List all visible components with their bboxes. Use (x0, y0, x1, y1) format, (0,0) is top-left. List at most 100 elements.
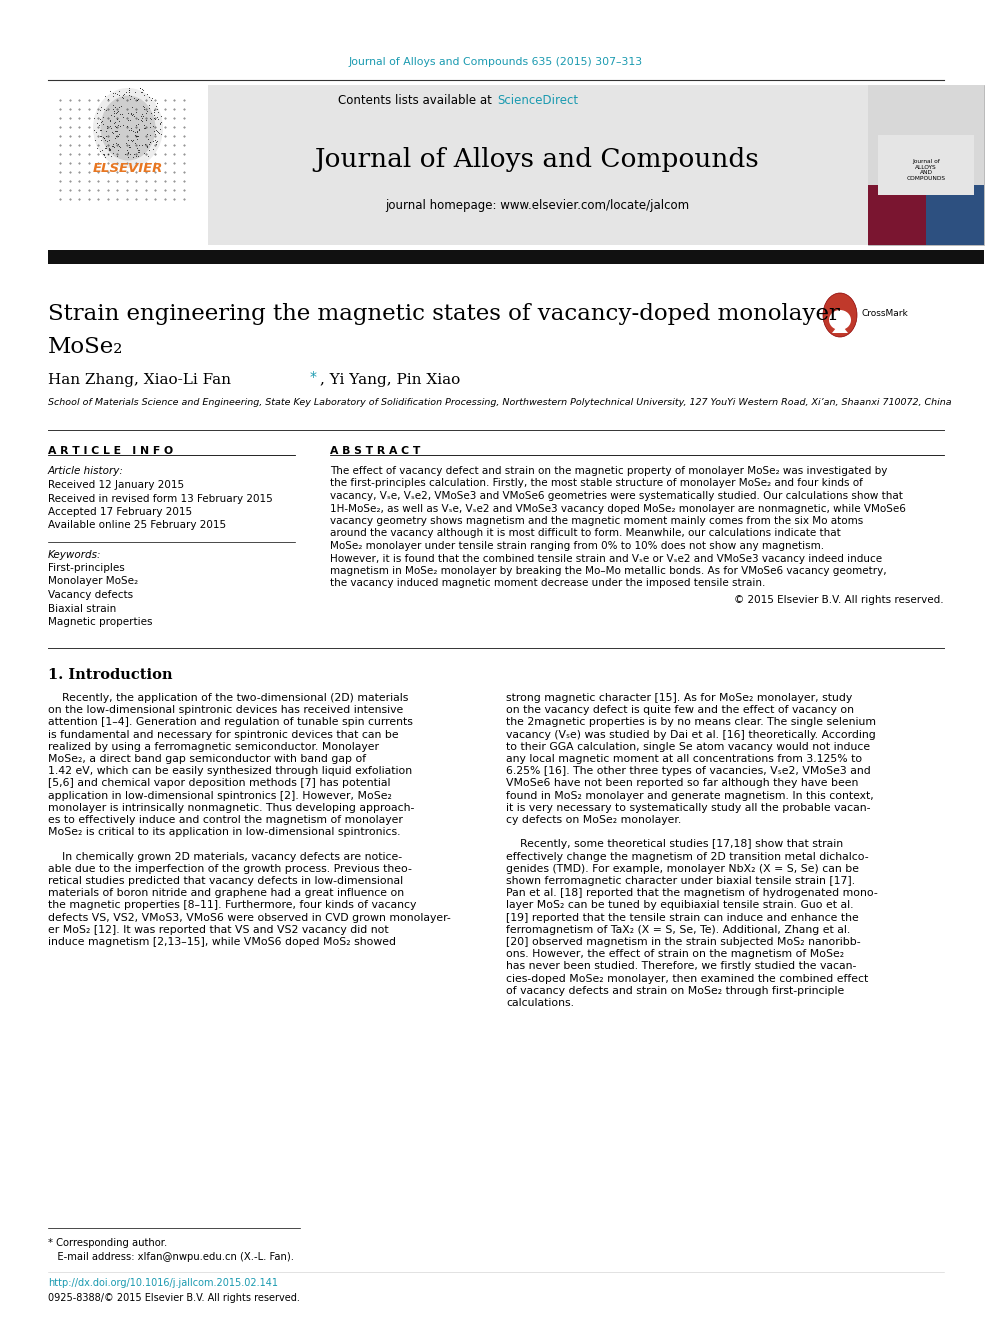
Text: cies-doped MoSe₂ monolayer, then examined the combined effect: cies-doped MoSe₂ monolayer, then examine… (506, 974, 868, 983)
Text: Biaxial strain: Biaxial strain (48, 603, 116, 614)
Text: es to effectively induce and control the magnetism of monolayer: es to effectively induce and control the… (48, 815, 403, 826)
Text: Recently, the application of the two-dimensional (2D) materials: Recently, the application of the two-dim… (48, 693, 409, 703)
Text: * Corresponding author.: * Corresponding author. (48, 1238, 168, 1248)
Text: Magnetic properties: Magnetic properties (48, 617, 153, 627)
Text: it is very necessary to systematically study all the probable vacan-: it is very necessary to systematically s… (506, 803, 871, 812)
Text: MoSe₂: MoSe₂ (48, 336, 123, 359)
Text: Journal of Alloys and Compounds: Journal of Alloys and Compounds (314, 147, 759, 172)
Text: Article history:: Article history: (48, 466, 124, 476)
Text: ferromagnetism of TaX₂ (X = S, Se, Te). Additional, Zhang et al.: ferromagnetism of TaX₂ (X = S, Se, Te). … (506, 925, 850, 935)
Text: the 2magnetic properties is by no means clear. The single selenium: the 2magnetic properties is by no means … (506, 717, 876, 728)
Polygon shape (832, 323, 848, 333)
Text: genides (TMD). For example, monolayer NbX₂ (X = S, Se) can be: genides (TMD). For example, monolayer Nb… (506, 864, 859, 873)
Text: materials of boron nitride and graphene had a great influence on: materials of boron nitride and graphene … (48, 888, 404, 898)
Text: Han Zhang, Xiao-Li Fan: Han Zhang, Xiao-Li Fan (48, 373, 231, 388)
Text: attention [1–4]. Generation and regulation of tunable spin currents: attention [1–4]. Generation and regulati… (48, 717, 413, 728)
Text: the magnetic properties [8–11]. Furthermore, four kinds of vacancy: the magnetic properties [8–11]. Furtherm… (48, 901, 417, 910)
Text: 6.25% [16]. The other three types of vacancies, Vₛe2, VMoSe3 and: 6.25% [16]. The other three types of vac… (506, 766, 871, 777)
Text: journal homepage: www.elsevier.com/locate/jalcom: journal homepage: www.elsevier.com/locat… (385, 198, 689, 212)
Text: induce magnetism [2,13–15], while VMoS6 doped MoS₂ showed: induce magnetism [2,13–15], while VMoS6 … (48, 937, 396, 947)
Text: Journal of Alloys and Compounds 635 (2015) 307–313: Journal of Alloys and Compounds 635 (201… (349, 57, 643, 67)
Text: shown ferromagnetic character under biaxial tensile strain [17].: shown ferromagnetic character under biax… (506, 876, 855, 886)
Text: 1. Introduction: 1. Introduction (48, 668, 173, 681)
Text: 1.42 eV, which can be easily synthesized through liquid exfoliation: 1.42 eV, which can be easily synthesized… (48, 766, 412, 777)
Text: Pan et al. [18] reported that the magnetism of hydrogenated mono-: Pan et al. [18] reported that the magnet… (506, 888, 878, 898)
Text: the vacancy induced magnetic moment decrease under the imposed tensile strain.: the vacancy induced magnetic moment decr… (330, 578, 766, 589)
Text: retical studies predicted that vacancy defects in low-dimensional: retical studies predicted that vacancy d… (48, 876, 403, 886)
Text: [5,6] and chemical vapor deposition methods [7] has potential: [5,6] and chemical vapor deposition meth… (48, 778, 391, 789)
Text: *: * (310, 370, 317, 384)
Text: around the vacancy although it is most difficult to form. Meanwhile, our calcula: around the vacancy although it is most d… (330, 528, 841, 538)
Ellipse shape (823, 292, 857, 337)
Text: vacancy geometry shows magnetism and the magnetic moment mainly comes from the s: vacancy geometry shows magnetism and the… (330, 516, 863, 527)
Ellipse shape (829, 310, 851, 329)
Bar (868, 85, 984, 200)
Text: MoSe₂, a direct band gap semiconductor with band gap of: MoSe₂, a direct band gap semiconductor w… (48, 754, 366, 763)
Text: Received 12 January 2015: Received 12 January 2015 (48, 480, 185, 490)
Text: MoSe₂ monolayer under tensile strain ranging from 0% to 10% does not show any ma: MoSe₂ monolayer under tensile strain ran… (330, 541, 824, 550)
Text: In chemically grown 2D materials, vacancy defects are notice-: In chemically grown 2D materials, vacanc… (48, 852, 402, 861)
Text: Contents lists available at: Contents lists available at (338, 94, 496, 106)
Text: magnetism in MoSe₂ monolayer by breaking the Mo–Mo metallic bonds. As for VMoSe6: magnetism in MoSe₂ monolayer by breaking… (330, 566, 887, 576)
Text: Keywords:: Keywords: (48, 550, 101, 560)
Ellipse shape (100, 95, 156, 160)
Text: First-principles: First-principles (48, 564, 125, 573)
Text: [20] observed magnetism in the strain subjected MoS₂ nanoribb-: [20] observed magnetism in the strain su… (506, 937, 861, 947)
Text: Received in revised form 13 February 2015: Received in revised form 13 February 201… (48, 493, 273, 504)
Text: the first-principles calculation. Firstly, the most stable structure of monolaye: the first-principles calculation. Firstl… (330, 479, 863, 488)
Text: cy defects on MoSe₂ monolayer.: cy defects on MoSe₂ monolayer. (506, 815, 682, 826)
Bar (868, 85, 984, 245)
Text: is fundamental and necessary for spintronic devices that can be: is fundamental and necessary for spintro… (48, 729, 399, 740)
Bar (878, 135, 974, 194)
Text: strong magnetic character [15]. As for MoSe₂ monolayer, study: strong magnetic character [15]. As for M… (506, 693, 852, 703)
Text: 0925-8388/© 2015 Elsevier B.V. All rights reserved.: 0925-8388/© 2015 Elsevier B.V. All right… (48, 1293, 300, 1303)
Text: CrossMark: CrossMark (862, 308, 909, 318)
Text: , Yi Yang, Pin Xiao: , Yi Yang, Pin Xiao (320, 373, 460, 388)
Text: Vacancy defects: Vacancy defects (48, 590, 133, 601)
Text: 1H-MoSe₂, as well as Vₛe, Vₛe2 and VMoSe3 vacancy doped MoSe₂ monolayer are nonm: 1H-MoSe₂, as well as Vₛe, Vₛe2 and VMoSe… (330, 504, 906, 513)
Text: © 2015 Elsevier B.V. All rights reserved.: © 2015 Elsevier B.V. All rights reserved… (734, 595, 944, 605)
Text: A R T I C L E   I N F O: A R T I C L E I N F O (48, 446, 174, 456)
Text: application in low-dimensional spintronics [2]. However, MoSe₂: application in low-dimensional spintroni… (48, 791, 392, 800)
Bar (55, 105, 195, 230)
Bar (868, 185, 926, 245)
Text: able due to the imperfection of the growth process. Previous theo-: able due to the imperfection of the grow… (48, 864, 412, 873)
Text: effectively change the magnetism of 2D transition metal dichalco-: effectively change the magnetism of 2D t… (506, 852, 869, 861)
Text: has never been studied. Therefore, we firstly studied the vacan-: has never been studied. Therefore, we fi… (506, 962, 856, 971)
Text: Strain engineering the magnetic states of vacancy-doped monolayer: Strain engineering the magnetic states o… (48, 303, 840, 325)
Text: found in MoS₂ monolayer and generate magnetism. In this context,: found in MoS₂ monolayer and generate mag… (506, 791, 874, 800)
Text: vacancy (Vₛe) was studied by Dai et al. [16] theoretically. According: vacancy (Vₛe) was studied by Dai et al. … (506, 729, 876, 740)
Text: [19] reported that the tensile strain can induce and enhance the: [19] reported that the tensile strain ca… (506, 913, 859, 922)
Ellipse shape (93, 89, 163, 168)
Text: er MoS₂ [12]. It was reported that VS and VS2 vacancy did not: er MoS₂ [12]. It was reported that VS an… (48, 925, 389, 935)
Text: Available online 25 February 2015: Available online 25 February 2015 (48, 520, 226, 531)
Text: ons. However, the effect of strain on the magnetism of MoSe₂: ons. However, the effect of strain on th… (506, 949, 844, 959)
Text: Monolayer MoSe₂: Monolayer MoSe₂ (48, 577, 138, 586)
Text: Recently, some theoretical studies [17,18] show that strain: Recently, some theoretical studies [17,1… (506, 839, 843, 849)
Text: E-mail address: xlfan@nwpu.edu.cn (X.-L. Fan).: E-mail address: xlfan@nwpu.edu.cn (X.-L.… (48, 1252, 294, 1262)
Text: of vacancy defects and strain on MoSe₂ through first-principle: of vacancy defects and strain on MoSe₂ t… (506, 986, 844, 996)
Text: Journal of
ALLOYS
AND
COMPOUNDS: Journal of ALLOYS AND COMPOUNDS (907, 159, 945, 181)
Text: monolayer is intrinsically nonmagnetic. Thus developing approach-: monolayer is intrinsically nonmagnetic. … (48, 803, 415, 812)
Text: However, it is found that the combined tensile strain and Vₛe or Vₛe2 and VMoSe3: However, it is found that the combined t… (330, 553, 882, 564)
Text: vacancy, Vₛe, Vₛe2, VMoSe3 and VMoSe6 geometries were systematically studied. Ou: vacancy, Vₛe, Vₛe2, VMoSe3 and VMoSe6 ge… (330, 491, 903, 501)
Text: calculations.: calculations. (506, 998, 574, 1008)
Text: on the low-dimensional spintronic devices has received intensive: on the low-dimensional spintronic device… (48, 705, 404, 716)
Text: MoSe₂ is critical to its application in low-dimensional spintronics.: MoSe₂ is critical to its application in … (48, 827, 401, 837)
Bar (48, 85, 208, 245)
Text: layer MoS₂ can be tuned by equibiaxial tensile strain. Guo et al.: layer MoS₂ can be tuned by equibiaxial t… (506, 901, 853, 910)
Bar (926, 185, 984, 245)
Text: any local magnetic moment at all concentrations from 3.125% to: any local magnetic moment at all concent… (506, 754, 862, 763)
Text: A B S T R A C T: A B S T R A C T (330, 446, 421, 456)
Bar (208, 85, 868, 245)
Text: ScienceDirect: ScienceDirect (497, 94, 578, 106)
Text: realized by using a ferromagnetic semiconductor. Monolayer: realized by using a ferromagnetic semico… (48, 742, 379, 751)
Text: VMoSe6 have not been reported so far although they have been: VMoSe6 have not been reported so far alt… (506, 778, 858, 789)
Text: The effect of vacancy defect and strain on the magnetic property of monolayer Mo: The effect of vacancy defect and strain … (330, 466, 888, 476)
Text: on the vacancy defect is quite few and the effect of vacancy on: on the vacancy defect is quite few and t… (506, 705, 854, 716)
Bar (48, 250, 984, 265)
Text: Accepted 17 February 2015: Accepted 17 February 2015 (48, 507, 192, 517)
Text: to their GGA calculation, single Se atom vacancy would not induce: to their GGA calculation, single Se atom… (506, 742, 870, 751)
Text: School of Materials Science and Engineering, State Key Laboratory of Solidificat: School of Materials Science and Engineer… (48, 398, 951, 407)
Text: ELSEVIER: ELSEVIER (93, 161, 164, 175)
